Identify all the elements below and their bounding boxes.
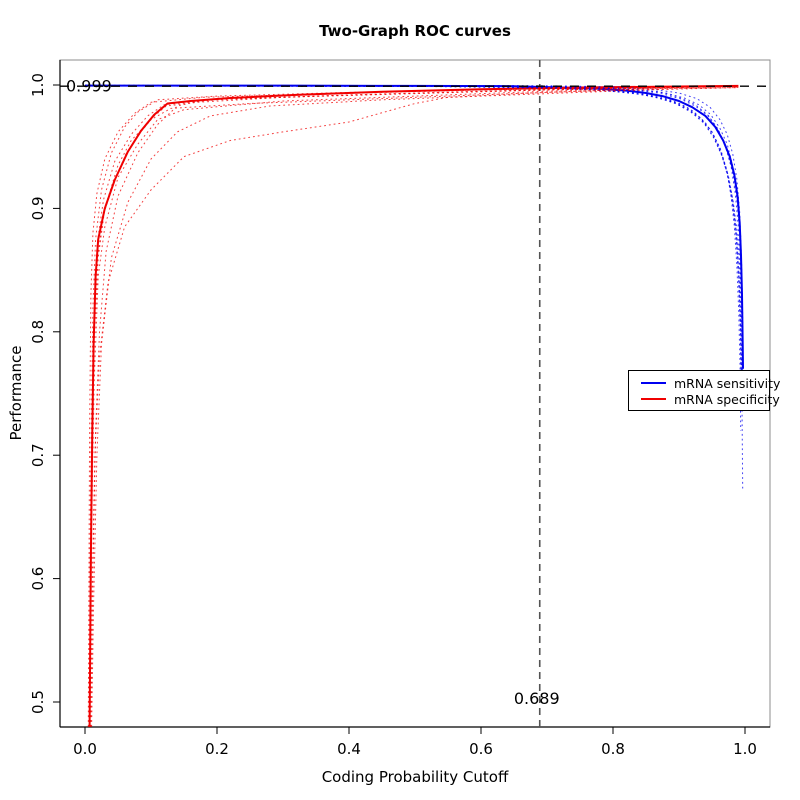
x-axis-title: Coding Probability Cutoff <box>321 768 509 786</box>
y-tick-label: 1.0 <box>29 73 47 97</box>
series-sensitivity-fold-7 <box>84 85 743 388</box>
axes-layer: 0.0 0.2 0.4 0.6 0.8 1.0 0.5 0.6 0.7 0.8 0.9 1.0 <box>29 59 771 758</box>
series-specificity-fold-7 <box>88 85 739 727</box>
legend: mRNA sensitivity mRNA specificity <box>628 370 780 411</box>
y-tick-label: 0.6 <box>29 567 47 591</box>
legend-item-sensitivity: mRNA sensitivity <box>641 375 780 391</box>
series-sensitivity-fold-2 <box>84 85 743 382</box>
x-tick-label: 0.6 <box>469 740 493 758</box>
series-specificity-fold-1 <box>88 85 739 727</box>
series-mrna-sensitivity-mean- <box>85 84 744 369</box>
legend-line-sensitivity-icon <box>641 382 666 384</box>
legend-item-specificity: mRNA specificity <box>641 391 780 407</box>
x-tick-label: 0.4 <box>337 740 361 758</box>
x-tick-label: 0.2 <box>205 740 229 758</box>
threshold-value-label: 0.999 <box>66 77 112 96</box>
x-tick-label: 0.8 <box>601 740 625 758</box>
series-sensitivity-fold-3 <box>84 85 744 490</box>
y-tick-label: 0.8 <box>29 320 47 344</box>
series-specificity-fold-8 <box>91 87 739 727</box>
legend-line-specificity-icon <box>641 398 666 400</box>
series-sensitivity-fold-4 <box>84 85 744 382</box>
chart-title: Two-Graph ROC curves <box>319 22 511 40</box>
series-sensitivity-fold-1 <box>84 84 744 394</box>
legend-label-sensitivity: mRNA sensitivity <box>674 375 781 391</box>
y-tick-label: 0.9 <box>29 196 47 220</box>
cutoff-value-label: 0.689 <box>514 689 560 708</box>
series-sensitivity-fold-5 <box>84 84 744 345</box>
y-tick-label: 0.7 <box>29 443 47 467</box>
curves-layer <box>84 84 744 727</box>
series-specificity-fold-5 <box>89 87 739 727</box>
series-sensitivity-fold-8 <box>84 85 742 376</box>
y-axis-title: Performance <box>7 345 25 441</box>
series-sensitivity-fold-6 <box>84 85 742 388</box>
series-specificity-fold-2 <box>89 87 739 727</box>
series-specificity-fold-4 <box>87 85 739 727</box>
series-specificity-fold-6 <box>89 85 739 727</box>
x-tick-label: 1.0 <box>733 740 757 758</box>
x-tick-label: 0.0 <box>73 740 97 758</box>
series-sensitivity-fold-9 <box>84 85 742 431</box>
legend-label-specificity: mRNA specificity <box>674 391 780 407</box>
y-tick-label: 0.5 <box>29 690 47 714</box>
series-specificity-fold-3 <box>90 85 739 727</box>
